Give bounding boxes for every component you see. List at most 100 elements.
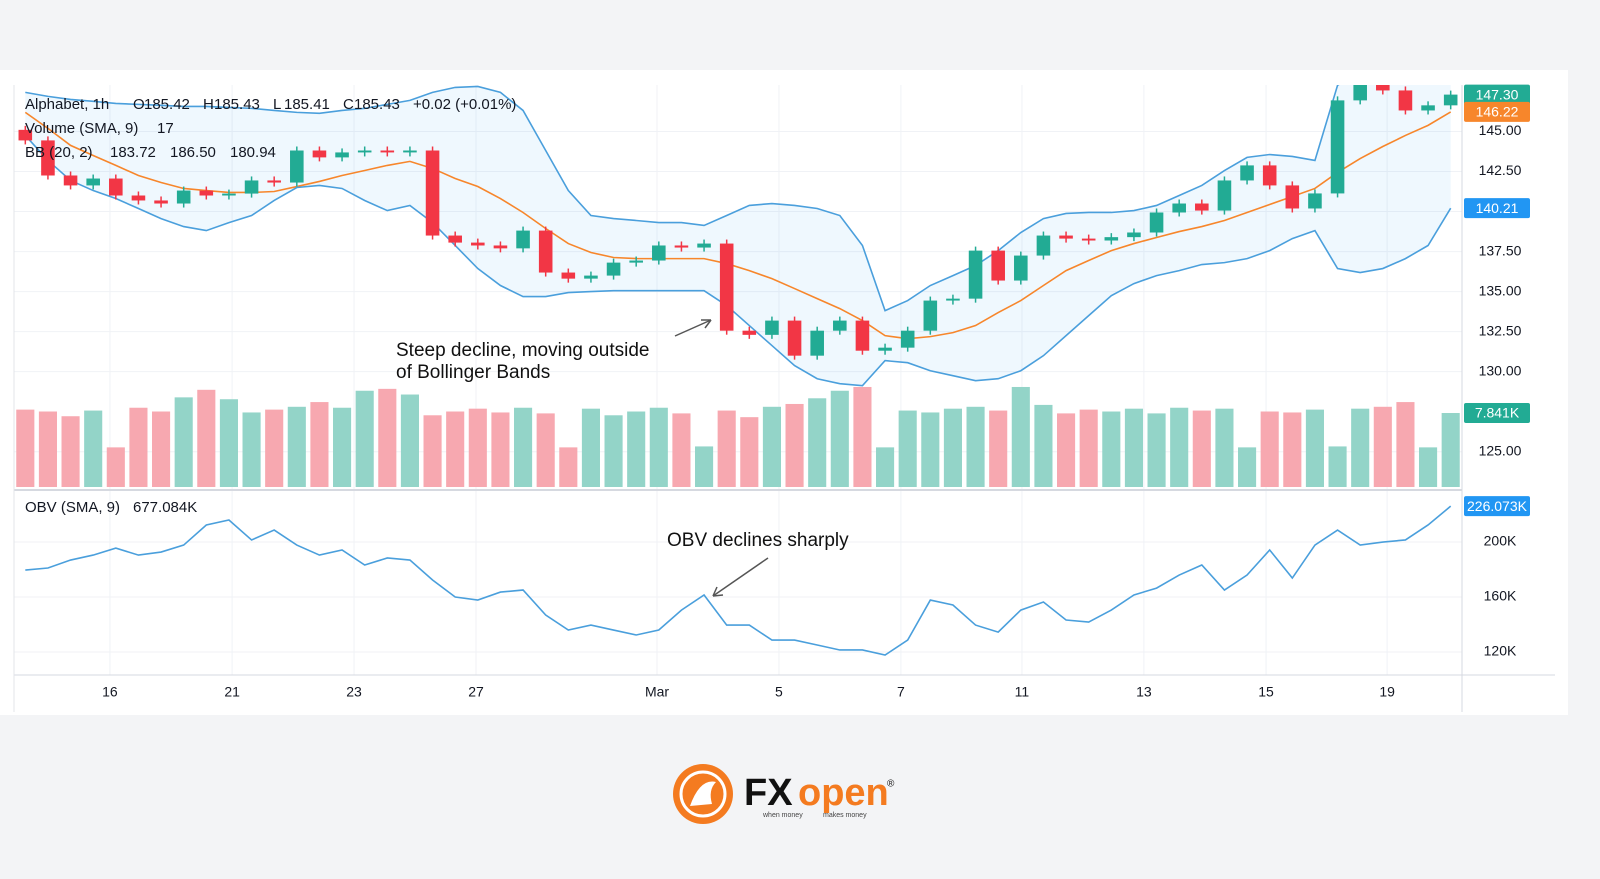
volume-bar [1396,402,1415,487]
legend: Alphabet, 1h O 185.42 H 185.43 L 185.41 C 185.43… [25,96,516,516]
candle-body [1262,165,1277,186]
candle-body [1195,203,1209,211]
volume-bar [378,388,397,487]
candle-body [561,272,576,279]
legend-value: 185.43 [214,96,260,113]
legend-title: Alphabet, 1h [25,96,109,113]
candle-body [312,150,327,158]
x-tick-label: 13 [1136,684,1152,700]
volume-bar [695,446,714,487]
legend-value: 17 [157,120,174,137]
volume-bar [491,412,510,487]
price-tag-label: 140.21 [1476,200,1519,216]
x-tick-label: 16 [102,684,118,700]
legend-change: +0.02 (+0.01%) [413,96,516,113]
volume-bar [672,413,691,487]
volume-bar [242,412,261,487]
price-tag [1464,84,1530,105]
candle-body [1036,235,1051,256]
obv-line [25,505,1452,656]
x-tick-label: 21 [224,684,240,700]
annotation-arrow [712,557,769,597]
volume-bar [1057,413,1076,487]
volume-bar [355,390,374,487]
y-tick-label: 120K [1484,643,1517,659]
candle-body [833,320,847,331]
volume-bar [853,386,872,487]
volume-bar [265,409,284,487]
logo: FX open ® when money makes money [673,764,895,824]
candle-body [1330,100,1345,194]
volume-bar [219,399,238,487]
volume-bar [84,410,103,487]
volume-bar [604,415,623,487]
volume-bar [16,409,35,487]
volume-bar [1305,409,1324,487]
candle-body [425,150,440,236]
obv-pane [25,505,1452,656]
candle-body [493,245,508,249]
candle-body [176,190,191,204]
legend-value: 186.50 [170,144,216,161]
candle-body [1217,180,1232,211]
candle-body [697,243,711,248]
logo-icon-ring [679,770,727,818]
candle-body [855,320,870,351]
x-tick-label: 19 [1379,684,1395,700]
candle-body [18,129,33,141]
candle-body [267,180,281,183]
volume-bar [740,417,759,487]
volume-bar [1192,410,1211,487]
candle-body [516,230,530,249]
volume-bar [468,408,487,487]
arrow-head [712,586,724,597]
volume-bar [943,408,962,487]
volume-bar [1373,406,1392,487]
volume-bar [581,408,600,487]
volume-bar [400,394,419,487]
candle-body [810,330,824,356]
volume-bar [627,411,646,487]
legend-value: 185.43 [354,96,400,113]
axes: 16 21 23 27 Mar 5 7 11 13 15 19125.00130.00132.501… [13,85,1555,712]
y-tick-label: 135.00 [1479,282,1522,298]
volume-bar [536,413,555,487]
price-tag [1464,496,1530,517]
y-tick-label: 142.50 [1479,162,1522,178]
candle-body [471,242,485,246]
candle-body [1104,237,1119,241]
candle-body [357,150,372,153]
candle-body [538,230,553,273]
bollinger-middle [24,111,1452,340]
candle-body [584,275,598,279]
annotation: of Bollinger Bands [396,362,550,383]
candle-body [380,150,395,153]
volume-bar [38,411,57,487]
price-tag [1464,198,1530,219]
y-tick-label: 132.50 [1479,322,1522,338]
candle-body [787,320,802,356]
candle-body [244,180,259,194]
candle-body [1376,85,1390,91]
volume-bar [174,397,193,487]
bollinger-lower [24,134,1452,387]
volume-bar [1034,404,1053,487]
logo-tagline: makes money [823,812,867,819]
volume-bar [1170,407,1189,487]
candle-body [1421,105,1435,111]
price-tags: 147.30 146.22 140.21 7.841K 226.073K [1464,84,1530,517]
volume-bar [446,411,465,487]
logo-text: FX [744,772,793,814]
price-tag [1464,403,1530,424]
candle-body [742,330,757,335]
volume-bar [1238,447,1257,487]
volume-bar [785,403,804,487]
candle-body [131,195,146,201]
candle-body [1172,203,1186,213]
volume-bar [717,410,736,487]
grid [14,85,1462,675]
logo-mark: ® [887,779,895,790]
candle-body [1127,232,1141,238]
